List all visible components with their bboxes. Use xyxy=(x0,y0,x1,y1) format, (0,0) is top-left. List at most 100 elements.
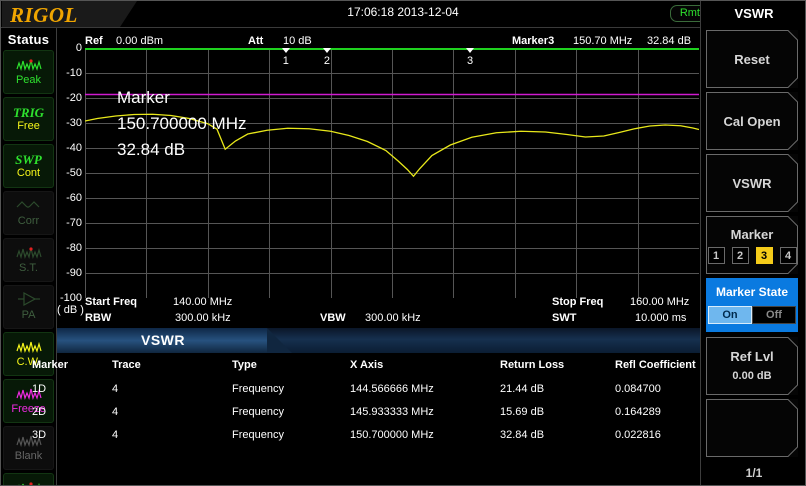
y-axis-tick: -30 xyxy=(66,117,82,129)
marker-number-3[interactable]: 3 xyxy=(755,247,773,264)
marker-overlay-title: Marker xyxy=(117,88,170,107)
header-divider xyxy=(0,27,700,28)
table-cell: 32.84 dB xyxy=(500,429,545,441)
status-item-ab: A-B xyxy=(3,473,54,486)
vbw-value[interactable]: 300.00 kHz xyxy=(365,312,421,324)
status-item-blank: Blank xyxy=(3,426,54,470)
rigol-logo: RIGOL xyxy=(10,3,78,27)
table-column-header: Refl Coefficient xyxy=(615,359,696,371)
status-glyph-trig: TRIG xyxy=(12,104,45,120)
status-item-label: Cont xyxy=(16,166,41,179)
status-item-label: C.W. xyxy=(16,355,41,368)
status-item-cw: C.W. xyxy=(3,332,54,376)
marker-number-label: 2 xyxy=(323,55,331,67)
softkey-vswr[interactable]: VSWR xyxy=(706,154,798,212)
freeze-icon xyxy=(15,387,42,402)
status-item-label: Peak xyxy=(15,73,42,86)
marker-overlay-amp: 32.84 dB xyxy=(117,140,186,159)
start-freq-value[interactable]: 140.00 MHz xyxy=(173,296,233,308)
tab-vswr[interactable]: VSWR xyxy=(57,328,292,353)
vbw-label: VBW xyxy=(320,312,346,324)
marker-overlay-freq: 150.700000 MHz xyxy=(117,114,247,133)
y-axis-tick: -40 xyxy=(66,142,82,154)
rbw-value[interactable]: 300.00 kHz xyxy=(175,312,231,324)
marker-number-1[interactable]: 1 xyxy=(707,247,725,264)
table-cell: 4 xyxy=(112,406,119,418)
menu-pager: 1/1 xyxy=(745,466,763,480)
y-axis-tick: -20 xyxy=(66,92,82,104)
status-glyph-swp: SWP xyxy=(15,151,42,167)
softkey-cal-open[interactable]: Cal Open xyxy=(706,92,798,150)
status-panel-title: Status xyxy=(7,32,50,47)
graticule[interactable] xyxy=(85,48,699,298)
status-item-corr: Corr xyxy=(3,191,54,235)
marker-state-off-toggle[interactable]: Off xyxy=(752,306,796,324)
st-icon xyxy=(15,246,42,261)
table-cell: 0.022816 xyxy=(615,429,661,441)
softkey-marker-state-label: Marker State xyxy=(715,285,789,299)
top-bar: RIGOL 17:06:18 2013-12-04 Rmt xyxy=(0,0,806,27)
table-cell: 1D xyxy=(32,383,47,395)
stop-freq-label: Stop Freq xyxy=(552,296,604,308)
softkey-ref-lvl[interactable]: Ref Lvl 0.00 dB xyxy=(706,337,798,395)
stop-freq-value[interactable]: 160.00 MHz xyxy=(630,296,690,308)
table-column-header: X Axis xyxy=(350,359,384,371)
swt-label: SWT xyxy=(552,312,577,324)
corr-icon xyxy=(16,199,42,214)
softkey-empty[interactable] xyxy=(706,399,798,457)
table-cell: 3D xyxy=(32,429,47,441)
trace-canvas xyxy=(85,48,699,298)
table-column-header: Trace xyxy=(112,359,141,371)
status-item-peak: Peak xyxy=(3,50,54,94)
status-item-label: Blank xyxy=(14,449,43,462)
marker-number-2[interactable]: 2 xyxy=(731,247,749,264)
ref-value[interactable]: 0.00 dBm xyxy=(116,35,164,47)
softkey-cal-open-label: Cal Open xyxy=(723,114,781,129)
trace-line xyxy=(85,113,699,178)
table-column-header: Marker xyxy=(32,359,69,371)
softkey-reset-label: Reset xyxy=(734,52,770,67)
sweep-info-bar: Start Freq 140.00 MHz Stop Freq 160.00 M… xyxy=(57,294,700,327)
status-item-label: S.T. xyxy=(19,261,38,274)
table-cell: 4 xyxy=(112,429,119,441)
marker-readout-freq: 150.70 MHz xyxy=(573,35,633,47)
status-item-label: Freeze xyxy=(11,402,46,415)
ref-label: Ref xyxy=(85,35,103,47)
pa-icon xyxy=(16,291,42,308)
table-cell: 145.933333 MHz xyxy=(350,406,434,418)
start-freq-label: Start Freq xyxy=(85,296,137,308)
table-cell: 144.566666 MHz xyxy=(350,383,434,395)
marker-readout-amp: 32.84 dB xyxy=(647,35,692,47)
table-cell: 150.700000 MHz xyxy=(350,429,434,441)
tab-bar: VSWR xyxy=(57,328,700,353)
softkey-reset[interactable]: Reset xyxy=(706,30,798,88)
y-axis-unit: ( dB ) xyxy=(57,304,84,316)
marker-triangle-icon xyxy=(465,48,474,53)
softkey-vswr-label: VSWR xyxy=(732,176,772,191)
softkey-marker-state[interactable]: Marker State On Off xyxy=(706,278,798,332)
marker-state-on-toggle[interactable]: On xyxy=(708,306,752,324)
y-axis-tick: -100 xyxy=(59,292,82,304)
status-item-trig: TRIG Free xyxy=(3,97,54,141)
tab-vswr-label: VSWR xyxy=(141,332,185,348)
y-axis-tick: -60 xyxy=(66,192,82,204)
swt-value[interactable]: 10.000 ms xyxy=(635,312,687,324)
ab-icon xyxy=(16,481,42,486)
marker-number-label: 1 xyxy=(282,55,289,67)
table-cell: Frequency xyxy=(232,383,284,395)
marker-triangle-icon xyxy=(281,48,290,53)
y-axis-tick: -80 xyxy=(66,242,82,254)
marker-number-4[interactable]: 4 xyxy=(779,247,797,264)
y-axis-tick: -10 xyxy=(66,67,82,79)
marker-number-label: 3 xyxy=(466,55,474,67)
rbw-label: RBW xyxy=(85,312,112,324)
att-value[interactable]: 10 dB xyxy=(283,35,312,47)
plot-area: Ref 0.00 dBm Att 10 dB Marker3 150.70 MH… xyxy=(57,28,700,328)
datetime-display: 17:06:18 2013-12-04 xyxy=(347,5,459,19)
marker-readout-label: Marker3 xyxy=(512,35,555,47)
cw-icon xyxy=(15,340,42,355)
